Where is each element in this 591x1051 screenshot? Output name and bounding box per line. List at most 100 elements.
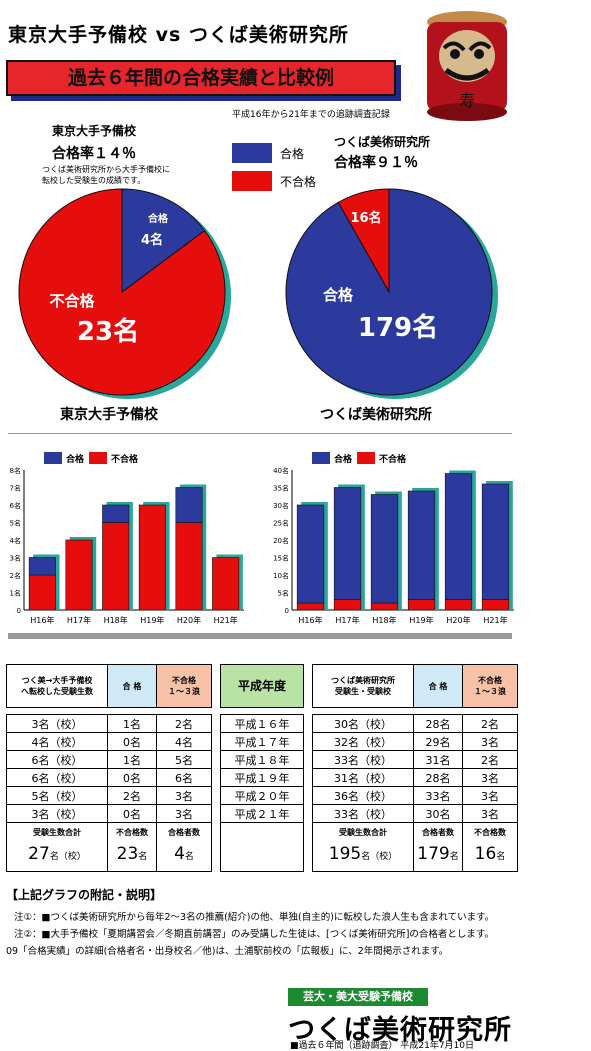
table-row: 平成２１年 — [220, 804, 304, 823]
bar1-ytick: 1名 — [10, 589, 21, 598]
pie2-fail-value: 16名 — [350, 210, 381, 226]
bar-fail — [444, 599, 473, 611]
table-cell: 1名 — [107, 714, 157, 733]
table-cell: 0名 — [107, 768, 157, 787]
table-cell: 3名 — [156, 804, 212, 823]
pie1-note: つくば美術研究所から大手予備校に 転校した受験生の成績です。 — [42, 165, 170, 185]
footnote-1: 注①：■つくば美術研究所から毎年2〜3名の推薦(紹介)の他、単独(自主的)に転校… — [14, 912, 495, 923]
pie1-rate: 合格率１４％ — [52, 146, 136, 162]
legend-fail-swatch — [232, 171, 272, 191]
table-row: 平成１７年 — [220, 732, 304, 751]
bar-fail — [407, 599, 436, 611]
banner-text: 過去６年間の合格実績と比較例 — [67, 67, 334, 89]
table-years-empty — [220, 822, 304, 872]
divider-bar — [8, 633, 512, 639]
table-cell: 0名 — [107, 804, 157, 823]
bar2-legend: 合格 不合格 — [312, 452, 407, 465]
table-cell: 30名 — [413, 804, 463, 823]
table-cell: 3名 — [462, 732, 518, 751]
table-cell: 3名 — [462, 804, 518, 823]
pie1-pass-label: 合格 — [147, 212, 169, 225]
bar-fail — [296, 602, 325, 611]
footnote-3: 09「合格実績」の詳細(合格者名・出身校名／他)は、土浦駅前校の「広報板」に、2… — [6, 946, 449, 957]
bar1-ytick: 5名 — [10, 519, 21, 528]
bar2-ytick: 10名 — [273, 571, 289, 580]
table-tsukuba-h2: 合 格 — [413, 664, 463, 708]
table-row: 3名（校） 1名 2名 — [6, 714, 212, 733]
bar-fail — [333, 599, 362, 611]
table-tokyo-h3: 不合格 １〜３浪 — [156, 664, 212, 708]
bar-pass — [407, 490, 436, 600]
legend-pass-label: 合格 — [280, 146, 305, 161]
page-title: 東京大手予備校 vs つくば美術研究所 — [8, 24, 349, 46]
bar-pass — [102, 504, 130, 523]
table-tokyo-sum-pass: 合格者数 4名 — [156, 822, 212, 872]
table-cell: 平成２０年 — [220, 786, 304, 805]
pie1-bottom-label: 東京大手予備校 — [60, 407, 158, 423]
svg-text:寿: 寿 — [459, 91, 475, 110]
table-cell: 平成１９年 — [220, 768, 304, 787]
bar1-ytick: 6名 — [10, 501, 21, 510]
footnote-title: 【上記グラフの附記・説明】 — [6, 888, 163, 902]
bar1-ytick: 0 — [17, 607, 21, 615]
pie2-pass-label: 合格 — [322, 286, 354, 304]
table-cell: 28名 — [413, 714, 463, 733]
bar2-legend-fail-swatch — [357, 452, 375, 464]
pie2-school: つくば美術研究所 — [334, 135, 431, 149]
table-years-header: 平成年度 — [220, 664, 304, 708]
bar2-ytick: 40名 — [273, 466, 289, 475]
table-years: 平成年度 平成１６年 平成１７年 平成１８年 平成１９年 平成２０年 平成２１年 — [220, 664, 304, 872]
table-cell: 6名（校） — [6, 750, 108, 769]
legend-fail-label: 不合格 — [280, 174, 317, 189]
daruma-doll-image: 寿 — [427, 11, 507, 121]
table-cell: 3名 — [156, 786, 212, 805]
table-cell: 平成１７年 — [220, 732, 304, 751]
bar-category-label: H20年 — [177, 615, 201, 625]
table-row: 平成１６年 — [220, 714, 304, 733]
pie1-school: 東京大手予備校 — [52, 124, 137, 138]
bar-fail — [65, 539, 93, 611]
bar-fail — [212, 557, 240, 611]
table-row: 平成１９年 — [220, 768, 304, 787]
bar2-ytick: 35名 — [273, 484, 289, 493]
bar-category-label: H19年 — [140, 615, 164, 625]
table-tsukuba-sum-pass: 合格者数 179名 — [413, 822, 463, 872]
bar-pass — [296, 504, 325, 604]
banner: 過去６年間の合格実績と比較例 — [6, 60, 396, 96]
bar2-ytick: 20名 — [273, 536, 289, 545]
bar1-ytick: 7名 — [10, 484, 21, 493]
logo-subtitle: ■過去６年間（追跡調査） 平成21年7月10日 — [290, 1041, 474, 1051]
table-row: 6名（校） 0名 6名 — [6, 768, 212, 787]
bar-category-label: H16年 — [298, 615, 322, 625]
bar-category-label: H20年 — [446, 615, 470, 625]
table-cell: 31名（校） — [312, 768, 414, 787]
bar2-ytick: 15名 — [273, 554, 289, 563]
pie1-pass-slice — [121, 188, 206, 293]
table-row: 33名（校） 31名 2名 — [312, 750, 518, 769]
table-tsukuba-h3: 不合格 １〜３浪 — [462, 664, 518, 708]
bar2-ytick: 0 — [285, 607, 289, 615]
pie2-rate: 合格率９１％ — [334, 155, 418, 171]
table-tsukuba-sum-total: 受験生数合計 195名（校） — [312, 822, 414, 872]
table-tokyo-h1: つく美→大手予備校 へ転校した受験生数 — [6, 664, 108, 708]
bar-category-label: H16年 — [30, 615, 54, 625]
table-cell: 3名（校） — [6, 714, 108, 733]
table-cell: 3名 — [462, 768, 518, 787]
table-cell: 3名（校） — [6, 804, 108, 823]
table-tokyo: つく美→大手予備校 へ転校した受験生数 合 格 不合格 １〜３浪 3名（校） 1名… — [6, 664, 212, 872]
bar1-ytick: 3名 — [10, 554, 21, 563]
table-cell: 5名（校） — [6, 786, 108, 805]
logo-tagline: 芸大・美大受験予備校 — [288, 988, 428, 1006]
bar-pass — [370, 494, 399, 604]
table-cell: 2名 — [462, 714, 518, 733]
pie2-bottom-label: つくば美術研究所 — [320, 407, 432, 423]
bar-pass — [444, 473, 473, 600]
bar2-legend-pass-swatch — [312, 452, 330, 464]
table-tsukuba-h1: つくば美術研究所 受験生・受験校 — [312, 664, 414, 708]
table-tsukuba: つくば美術研究所 受験生・受験校 合 格 不合格 １〜３浪 30名（校） 28名 2… — [312, 664, 518, 872]
table-cell: 平成２１年 — [220, 804, 304, 823]
table-cell: 29名 — [413, 732, 463, 751]
legend-pass-swatch — [232, 143, 272, 163]
bar-pass — [175, 487, 203, 523]
bar2-ytick: 25名 — [273, 519, 289, 528]
